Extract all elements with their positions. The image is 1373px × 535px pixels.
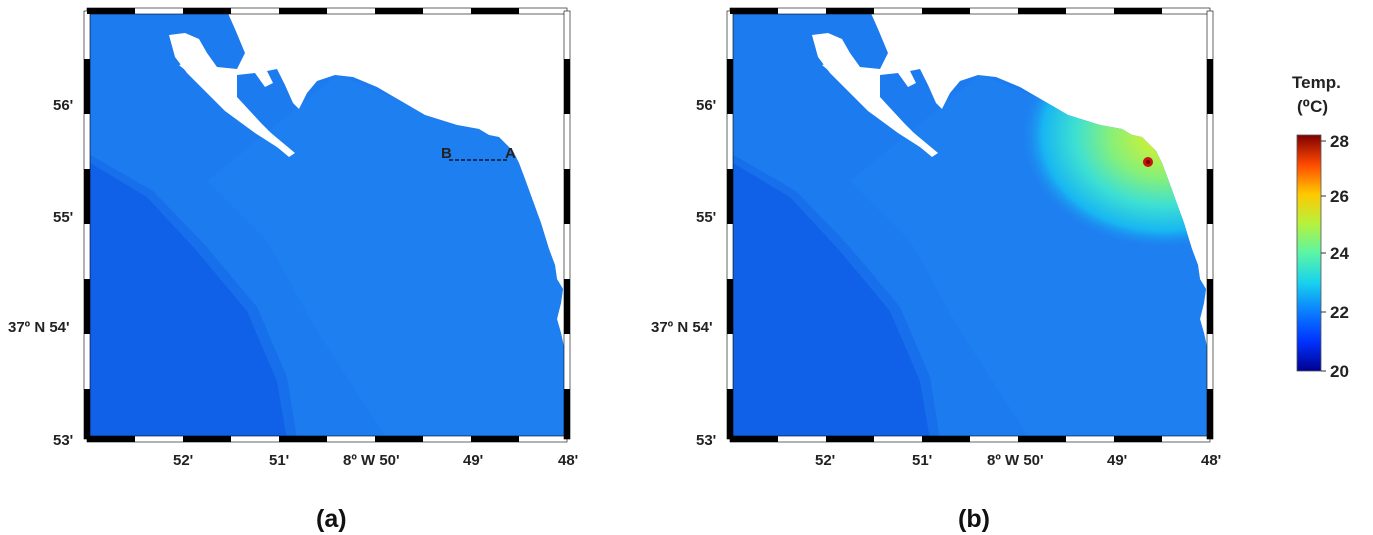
map-panel-a: B A (83, 7, 571, 443)
colorbar-gradient (1296, 134, 1322, 372)
y-tick-55: 55' (696, 209, 716, 226)
map-panel-b (726, 7, 1214, 443)
sea-temperature-field-plume (730, 11, 1210, 439)
x-tick-49: 49' (1107, 452, 1127, 469)
caption-a: (a) (316, 505, 347, 533)
breakwater (822, 63, 938, 157)
colorbar-title: Temp. (1292, 73, 1341, 92)
colorbar: Temp. (⁰C) 28 26 24 22 20 (1292, 73, 1349, 381)
x-tick-49: 49' (463, 452, 483, 469)
x-tick-51: 51' (269, 452, 289, 469)
breakwater (179, 63, 295, 157)
y-tick-56: 56' (696, 97, 716, 114)
y-tick-53: 53' (53, 432, 73, 449)
colorbar-tick-20: 20 (1330, 362, 1349, 381)
colorbar-tick-28: 28 (1330, 132, 1349, 151)
y-tick-55: 55' (53, 209, 73, 226)
thermal-plume (966, 77, 1196, 259)
x-tick-51: 51' (912, 452, 932, 469)
y-tick-53: 53' (696, 432, 716, 449)
y-axis-labels-b: 56' 55' 37º N 54' 53' (651, 97, 716, 449)
colorbar-tick-22: 22 (1330, 303, 1349, 322)
y-tick-56: 56' (53, 97, 73, 114)
x-tick-48: 48' (1201, 452, 1221, 469)
x-axis-labels-b: 52' 51' 8º W 50' 49' 48' (815, 452, 1221, 469)
colorbar-tick-26: 26 (1330, 187, 1349, 206)
section-label-a: A (505, 145, 516, 162)
colorbar-tick-24: 24 (1330, 244, 1349, 263)
y-axis-labels-a: 56' 55' 37º N 54' 53' (8, 97, 73, 449)
y-tick-54: 37º N 54' (8, 319, 70, 336)
colorbar-unit: (⁰C) (1297, 97, 1328, 116)
x-tick-52: 52' (815, 452, 835, 469)
x-tick-52: 52' (173, 452, 193, 469)
x-tick-50: 8º W 50' (987, 452, 1044, 469)
x-axis-labels-a: 52' 51' 8º W 50' 49' 48' (173, 452, 578, 469)
caption-b: (b) (958, 505, 990, 533)
x-tick-50: 8º W 50' (343, 452, 400, 469)
section-label-b: B (441, 145, 452, 162)
x-tick-48: 48' (558, 452, 578, 469)
y-tick-54: 37º N 54' (651, 319, 713, 336)
